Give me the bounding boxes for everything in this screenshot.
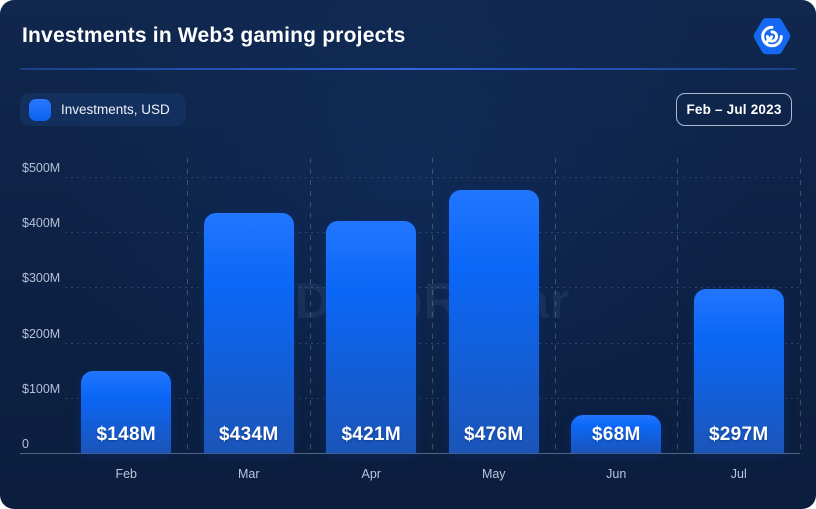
h-gridline xyxy=(65,287,800,289)
legend-chip: Investments, USD xyxy=(20,93,186,126)
bar-value-label: $421M xyxy=(341,424,402,445)
y-tick-label: $500M xyxy=(22,161,61,175)
h-gridline xyxy=(65,397,800,399)
header-divider xyxy=(20,68,796,70)
h-gridline xyxy=(65,177,800,178)
bar-may: $476M xyxy=(448,190,539,453)
y-tick-label: $200M xyxy=(22,326,61,341)
x-tick-label: Mar xyxy=(237,467,260,481)
bar-value-label: $148M xyxy=(96,424,157,445)
v-gridline xyxy=(554,158,556,453)
x-tick-label: Jul xyxy=(730,467,747,481)
bar-value-label: $68M xyxy=(591,424,641,445)
h-gridline xyxy=(65,232,800,234)
legend-swatch-icon xyxy=(29,98,51,121)
x-tick-label: May xyxy=(481,467,506,481)
plot-area: DappRadar $148M $434M $421M $476M $68M $297M xyxy=(20,158,801,454)
y-tick-label: $400M xyxy=(22,216,61,231)
bar-jul: $297M xyxy=(693,289,784,453)
x-tick-label: Feb xyxy=(115,467,138,481)
bar-jun: $68M xyxy=(571,415,662,453)
y-tick-label: $300M xyxy=(22,271,61,286)
v-gridline xyxy=(799,158,801,453)
legend-label: Investments, USD xyxy=(61,102,170,117)
h-gridline xyxy=(65,342,800,344)
bar-value-label: $434M xyxy=(218,424,279,445)
period-badge: Feb – Jul 2023 xyxy=(676,93,792,126)
bar-value-label: $476M xyxy=(463,424,524,445)
v-gridline xyxy=(432,158,433,453)
v-gridline xyxy=(187,158,188,453)
x-axis-labels: Feb Mar Apr May Jun Jul xyxy=(65,467,800,481)
radar-hexagon-logo-icon xyxy=(753,18,791,55)
x-axis-baseline xyxy=(20,453,800,454)
v-gridline xyxy=(677,158,678,453)
v-gridline xyxy=(309,158,311,453)
x-tick-label: Apr xyxy=(361,467,381,481)
bar-value-label: $297M xyxy=(708,424,769,445)
bar-mar: $434M xyxy=(203,213,294,453)
y-tick-label: 0 xyxy=(22,437,29,451)
y-tick-label: $100M xyxy=(22,381,61,396)
page-title: Investments in Web3 gaming projects xyxy=(22,24,406,47)
bar-apr: $421M xyxy=(326,220,417,453)
bar-feb: $148M xyxy=(81,371,172,453)
x-tick-label: Jun xyxy=(606,467,627,481)
